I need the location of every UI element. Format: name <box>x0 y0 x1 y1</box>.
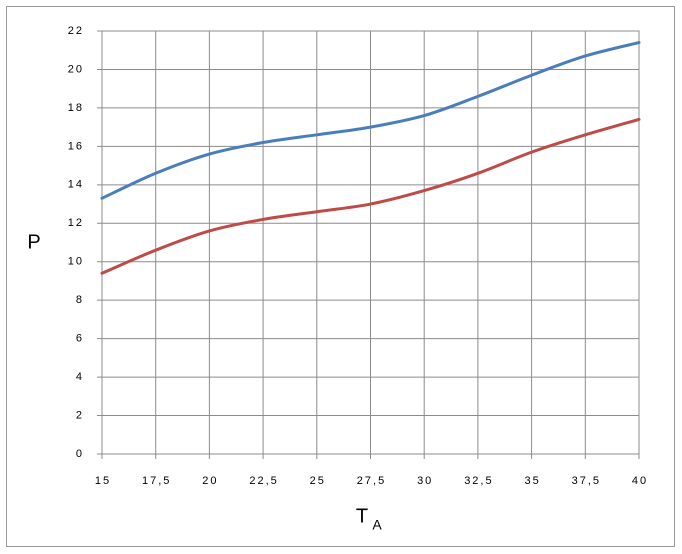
y-tick-label: 12 <box>68 217 84 229</box>
x-tick-label: 40 <box>632 475 648 487</box>
plot-border <box>101 30 640 455</box>
y-tick-label: 2 <box>76 409 84 421</box>
x-tick-label: 17,5 <box>142 475 171 487</box>
x-tick-label: 22,5 <box>249 475 278 487</box>
x-tick-label: 27,5 <box>357 475 386 487</box>
y-tick-label: 16 <box>68 140 84 152</box>
y-tick-label: 22 <box>68 25 84 37</box>
x-tick-label: 20 <box>202 475 218 487</box>
line-series <box>100 117 641 275</box>
x-tick-label: 15 <box>95 475 111 487</box>
y-tick-label: 10 <box>68 256 84 268</box>
x-tick-label: 32,5 <box>464 475 493 487</box>
y-tick-label: 6 <box>76 333 84 345</box>
y-tick-label: 4 <box>76 371 84 383</box>
x-tick-label: 37,5 <box>572 475 601 487</box>
x-tick-label: 30 <box>417 475 433 487</box>
x-tick-label: 25 <box>310 475 326 487</box>
y-axis-label: P <box>27 231 40 253</box>
x-axis-label: T <box>356 505 368 527</box>
y-tick-label: 20 <box>68 63 84 75</box>
y-tick-label: 8 <box>76 294 84 306</box>
x-axis-label-subscript: A <box>372 517 382 533</box>
line-series <box>100 41 641 200</box>
y-tick-label: 0 <box>76 448 84 460</box>
chart-frame <box>6 6 675 547</box>
y-tick-label: 18 <box>68 102 84 114</box>
y-tick-label: 14 <box>68 179 84 191</box>
x-tick-label: 35 <box>524 475 540 487</box>
